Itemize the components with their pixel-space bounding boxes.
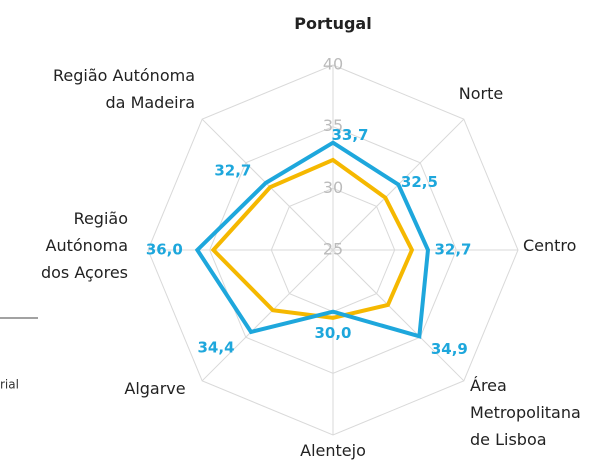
spoke — [201, 249, 334, 382]
r-tick-label: 30 — [323, 178, 343, 197]
spoke — [332, 249, 465, 382]
value-label: 32,5 — [401, 173, 438, 191]
category-label: Algarve — [124, 379, 186, 398]
series-line — [194, 140, 431, 339]
spoke — [201, 118, 334, 251]
annotation: rial — [0, 378, 19, 392]
category-label: Portugal — [294, 14, 372, 33]
value-label: 34,9 — [431, 340, 468, 358]
category-label: Área Metropolitana de Lisboa — [470, 376, 581, 449]
value-label: 32,7 — [434, 241, 471, 259]
category-label: Norte — [458, 84, 504, 103]
r-tick-label: 35 — [323, 116, 343, 135]
value-label: 30,0 — [314, 324, 351, 342]
series-line — [210, 157, 415, 320]
r-tick-label: 40 — [323, 55, 343, 74]
value-label: 36,0 — [146, 241, 183, 259]
value-label: 33,7 — [331, 126, 368, 144]
category-label: Região Autónoma dos Açores — [40, 209, 128, 282]
value-label: 32,7 — [214, 161, 251, 179]
value-label: 34,4 — [198, 338, 235, 356]
r-tick-label: 25 — [323, 240, 343, 259]
category-label: Centro — [523, 236, 577, 255]
category-label: Região Autónoma da Madeira — [53, 66, 195, 112]
category-label: Alentejo — [300, 441, 366, 460]
